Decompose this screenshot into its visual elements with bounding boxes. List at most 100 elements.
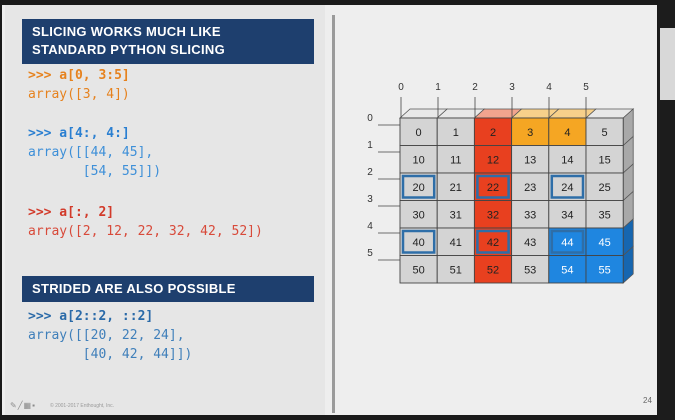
cell-value: 1 [453,127,459,139]
cell-value: 23 [524,182,536,194]
array-cell [585,255,624,284]
array-cell [548,255,587,284]
array-cell [399,255,438,284]
cell-value: 42 [487,237,499,249]
example-3: >>> a[:, 2] array([2, 12, 22, 32, 42, 52… [28,203,263,241]
cell-value: 33 [524,209,536,221]
slide: SLICING WORKS MUCH LIKE STANDARD PYTHON … [2,5,657,415]
cell-value: 0 [416,127,422,139]
cell-value: 13 [524,154,536,166]
array-cell [436,145,475,174]
window-right-edge [658,0,675,420]
example-4-output-line1: array([[20, 22, 24], [28,328,185,343]
row-label: 0 [367,113,373,124]
cell-value: 15 [598,154,610,166]
header-strided: STRIDED ARE ALSO POSSIBLE [22,276,314,302]
array-cell [473,227,513,256]
array-cell [399,200,438,229]
col-label: 4 [546,82,552,93]
cell-value: 55 [598,264,610,276]
header-slicing-line2: STANDARD PYTHON SLICING [32,42,225,57]
example-2: >>> a[4:, 4:] array([[44, 45], [54, 55]]… [28,124,161,181]
array-cell [399,145,438,174]
cell-value: 12 [487,154,499,166]
header-strided-label: STRIDED ARE ALSO POSSIBLE [32,281,236,296]
col-label: 1 [435,82,441,93]
cell-value: 51 [450,264,462,276]
array-cell [473,255,513,284]
cell-value: 24 [561,182,573,194]
array-cell [585,145,624,174]
cell-value: 32 [487,209,499,221]
example-1-prompt: >>> a[0, 3:5] [28,68,130,83]
page-number: 24 [643,396,652,405]
cell-value: 53 [524,264,536,276]
cell-value: 50 [412,264,424,276]
cell-value: 4 [564,127,570,139]
cell-value: 2 [490,127,496,139]
example-4: >>> a[2::2, ::2] array([[20, 22, 24], [4… [28,307,192,364]
array-cell [585,172,624,201]
stride-outline [550,174,585,199]
row-label: 2 [367,167,373,178]
cell-value: 30 [412,209,424,221]
stride-outline [476,229,510,254]
cell-value: 43 [524,237,536,249]
array-cell [473,200,513,229]
header-slicing-line1: SLICING WORKS MUCH LIKE [32,24,221,39]
array-cell [511,255,550,284]
example-2-output-line1: array([[44, 45], [28,145,154,160]
side-panel-tab[interactable] [660,28,675,100]
header-slicing: SLICING WORKS MUCH LIKE STANDARD PYTHON … [22,19,314,64]
col-label: 5 [583,82,589,93]
col-label: 3 [509,82,515,93]
grid-icon[interactable]: ▦ [23,401,33,410]
example-2-prompt: >>> a[4:, 4:] [28,126,130,141]
stride-outline [550,229,585,254]
array-cell [473,172,513,201]
cell-value: 40 [412,237,424,249]
row-label: 4 [367,221,373,232]
example-3-prompt: >>> a[:, 2] [28,205,115,220]
example-2-output-line2: [54, 55]]) [28,164,162,179]
menu-icon[interactable]: ▪ [32,401,36,410]
stride-outline [401,174,436,199]
cell-value: 41 [450,237,462,249]
cell-value: 22 [487,182,499,194]
array-cell [548,172,587,201]
array-cell [585,200,624,229]
row-label: 3 [367,194,373,205]
example-1: >>> a[0, 3:5] array([3, 4]) [28,66,130,104]
array-cell [511,145,550,174]
col-label: 0 [398,82,404,93]
cell-value: 31 [450,209,462,221]
array-cell [548,200,587,229]
stride-outline [476,174,510,199]
panel-divider [332,15,335,413]
cell-value: 35 [598,209,610,221]
footer-copyright: © 2001-2017 Enthought, Inc. [50,403,115,409]
cell-value: 45 [598,237,610,249]
cell-value: 10 [412,154,424,166]
array-cell [436,200,475,229]
array-cell [585,117,624,146]
cell-value: 14 [561,154,573,166]
example-3-output: array([2, 12, 22, 32, 42, 52]) [28,224,263,239]
footer-toolbar[interactable]: ✎╱▦▪ [10,401,36,410]
array-cell [511,117,550,146]
array-cell [399,227,438,256]
example-4-prompt: >>> a[2::2, ::2] [28,309,154,324]
pen-icon[interactable]: ✎ [10,401,18,410]
col-label: 2 [472,82,478,93]
cell-value: 44 [561,237,573,249]
row-label: 1 [367,140,373,151]
example-1-output: array([3, 4]) [28,87,130,102]
array-cell [548,117,587,146]
stride-outline [401,229,436,254]
cell-value: 54 [561,264,573,276]
example-4-output-line2: [40, 42, 44]]) [28,347,193,362]
pencil-icon[interactable]: ╱ [17,401,24,410]
cell-value: 52 [487,264,499,276]
cell-value: 11 [450,154,461,166]
